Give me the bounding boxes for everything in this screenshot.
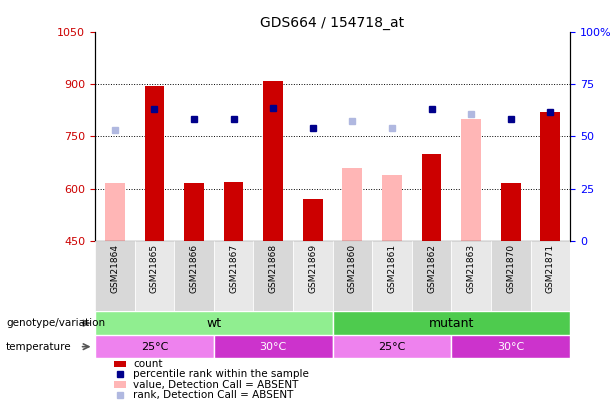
Text: GSM21868: GSM21868 <box>268 244 278 293</box>
Bar <box>253 241 293 311</box>
Title: GDS664 / 154718_at: GDS664 / 154718_at <box>261 16 405 30</box>
Bar <box>530 241 570 311</box>
Text: GSM21866: GSM21866 <box>189 244 199 293</box>
Bar <box>372 241 412 311</box>
Bar <box>95 335 214 358</box>
Text: GSM21865: GSM21865 <box>150 244 159 293</box>
Bar <box>332 241 372 311</box>
Bar <box>95 311 332 335</box>
Bar <box>293 241 332 311</box>
Text: 25°C: 25°C <box>378 342 406 352</box>
Bar <box>95 241 135 311</box>
Text: GSM21870: GSM21870 <box>506 244 515 293</box>
Text: count: count <box>133 359 162 369</box>
Text: 30°C: 30°C <box>497 342 524 352</box>
Bar <box>105 183 124 241</box>
Text: GSM21860: GSM21860 <box>348 244 357 293</box>
Text: rank, Detection Call = ABSENT: rank, Detection Call = ABSENT <box>133 390 294 400</box>
Bar <box>174 241 214 311</box>
Bar <box>332 335 451 358</box>
Bar <box>214 241 253 311</box>
Text: GSM21861: GSM21861 <box>387 244 397 293</box>
Text: mutant: mutant <box>428 317 474 330</box>
Text: percentile rank within the sample: percentile rank within the sample <box>133 369 309 379</box>
Bar <box>461 119 481 241</box>
Bar <box>451 335 570 358</box>
Text: 25°C: 25°C <box>141 342 168 352</box>
Bar <box>303 199 322 241</box>
Bar <box>214 335 332 358</box>
Bar <box>491 241 530 311</box>
Text: GSM21869: GSM21869 <box>308 244 318 293</box>
Bar <box>114 361 126 367</box>
Bar <box>332 311 570 335</box>
Bar <box>412 241 451 311</box>
Text: 30°C: 30°C <box>259 342 287 352</box>
Text: value, Detection Call = ABSENT: value, Detection Call = ABSENT <box>133 379 299 390</box>
Bar <box>184 183 204 241</box>
Bar <box>451 241 491 311</box>
Text: GSM21867: GSM21867 <box>229 244 238 293</box>
Bar <box>224 181 243 241</box>
Text: GSM21864: GSM21864 <box>110 244 120 293</box>
Bar <box>422 154 441 241</box>
Bar <box>263 81 283 241</box>
Bar <box>343 168 362 241</box>
Bar <box>114 381 126 388</box>
Text: temperature: temperature <box>6 342 72 352</box>
Text: GSM21862: GSM21862 <box>427 244 436 293</box>
Text: genotype/variation: genotype/variation <box>6 318 105 328</box>
Text: GSM21863: GSM21863 <box>466 244 476 293</box>
Bar <box>382 175 402 241</box>
Text: wt: wt <box>206 317 221 330</box>
Bar <box>541 112 560 241</box>
Bar <box>135 241 174 311</box>
Text: GSM21871: GSM21871 <box>546 244 555 293</box>
Bar <box>145 86 164 241</box>
Bar <box>501 183 520 241</box>
